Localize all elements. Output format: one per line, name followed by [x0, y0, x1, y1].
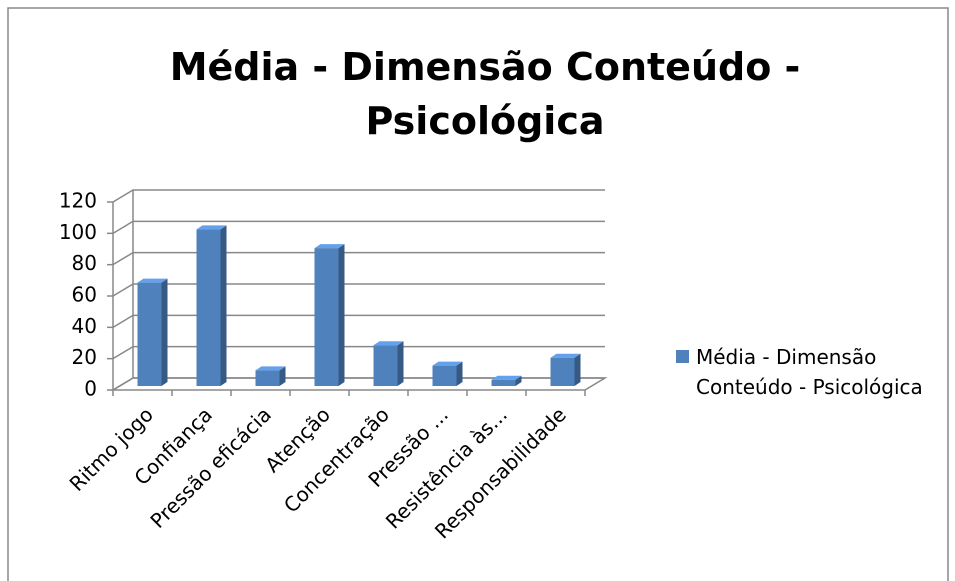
y-tick-label: 60 — [72, 283, 97, 307]
bar-face — [373, 341, 404, 346]
bar-face — [255, 370, 280, 386]
bar-face — [279, 366, 286, 386]
bar-face — [491, 375, 522, 380]
bar-face — [373, 345, 398, 386]
y-tick-label: 120 — [59, 189, 97, 213]
bar-face — [196, 229, 221, 386]
bar-face — [515, 375, 522, 386]
grid-line — [112, 377, 605, 391]
bar-face — [338, 244, 345, 386]
bar-face — [574, 353, 581, 386]
bar-face — [550, 357, 575, 386]
legend-swatch — [676, 350, 689, 363]
bar — [137, 278, 168, 386]
bar-face — [137, 278, 168, 283]
bar — [196, 225, 227, 386]
bar-face — [432, 361, 463, 366]
bar-face — [196, 225, 227, 230]
bar-face — [220, 225, 227, 386]
x-tick-label: Concentração — [279, 402, 394, 517]
floor — [110, 377, 608, 391]
bar — [432, 361, 463, 386]
bar-face — [432, 365, 457, 386]
bar-face — [314, 244, 345, 249]
bar — [314, 244, 345, 386]
bar-face — [255, 366, 286, 371]
bar-face — [314, 248, 339, 386]
y-tick-label: 40 — [72, 314, 97, 338]
legend-label: Média - Dimensão Conteúdo - Psicológica — [696, 345, 923, 399]
bar-face — [397, 341, 404, 386]
chart-title: Média - Dimensão Conteúdo - Psicológica — [169, 45, 801, 143]
bar-face — [161, 278, 168, 386]
y-tick-label: 0 — [84, 377, 97, 401]
bar — [255, 366, 286, 386]
bar-face — [550, 353, 581, 358]
y-tick-label: 20 — [72, 345, 97, 369]
bar-face — [456, 361, 463, 386]
bar-face — [491, 379, 516, 386]
bar — [550, 353, 581, 386]
y-tick-label: 100 — [59, 220, 97, 244]
y-tick-label: 80 — [72, 251, 97, 275]
bar — [491, 375, 522, 386]
bar-face — [137, 282, 162, 386]
bar — [373, 341, 404, 386]
chart-border — [7, 7, 949, 581]
